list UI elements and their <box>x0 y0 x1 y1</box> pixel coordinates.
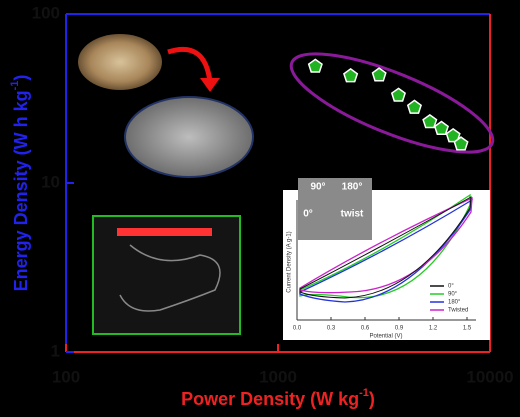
arrow <box>167 46 213 83</box>
cv-curve <box>299 193 471 299</box>
inset-x-tick-label: 0.0 <box>293 326 302 332</box>
inset-legend-label: Twisted <box>448 308 468 314</box>
inset-photo <box>298 178 372 240</box>
data-point <box>433 120 449 135</box>
inset-photo-label: 0° <box>303 209 313 220</box>
data-point <box>390 87 406 102</box>
data-point <box>406 99 422 114</box>
fiber-photo <box>78 34 162 90</box>
data-point <box>343 67 359 83</box>
y-tick-label: 10 <box>41 172 60 191</box>
sem-image <box>124 96 254 178</box>
x-tick-label: 100 <box>52 367 80 386</box>
cv-curve <box>299 198 473 303</box>
inset-x-label: Potential (V) <box>369 334 402 340</box>
y-axis-label: Energy Density (W h kg-1) <box>9 75 31 292</box>
inset-photo-label: 90° <box>310 182 325 193</box>
highlight-ellipse <box>289 52 495 154</box>
data-point <box>307 58 323 73</box>
x-axis-label: Power Density (W kg-1) <box>181 387 375 409</box>
inset-x-tick-label: 0.9 <box>395 326 404 332</box>
y-axis-label-part: -1 <box>9 81 21 91</box>
y-axis-label-part: ) <box>11 75 31 81</box>
inset-photo-label: 180° <box>342 182 363 193</box>
inset-legend-label: 0° <box>448 284 454 290</box>
x-axis-label-part: -1 <box>359 387 369 399</box>
x-axis-label-part: Power Density (W kg <box>181 389 359 409</box>
inset-x-tick-label: 1.5 <box>463 326 472 332</box>
data-point <box>422 113 438 129</box>
inset-x-tick-label: 0.3 <box>327 326 336 332</box>
y-axis-label-part: Energy Density (W h kg <box>11 90 31 291</box>
led-strip <box>117 228 212 236</box>
cv-curve <box>299 196 473 294</box>
inset-legend-label: 90° <box>448 292 458 298</box>
data-point <box>445 127 461 143</box>
x-axis-label-part: ) <box>369 389 375 409</box>
inset-photo-label: twist <box>341 209 364 220</box>
y-tick-label: 1 <box>51 341 60 360</box>
data-point <box>453 136 469 151</box>
inset-y-label: Current Density (A g-1) <box>287 231 293 292</box>
cv-curve <box>299 196 472 299</box>
x-tick-label: 10000 <box>466 367 513 386</box>
x-tick-label: 1000 <box>259 367 297 386</box>
inset-legend-label: 180° <box>448 300 461 306</box>
data-point <box>371 67 387 82</box>
inset-x-tick-label: 0.6 <box>361 326 370 332</box>
cv-inset: 90° 180° 0° twist 0.0 0.3 0.6 0.9 1.2 1.5 Potentia… <box>283 178 490 340</box>
inset-x-tick-label: 1.2 <box>429 326 438 332</box>
y-tick-label: 100 <box>32 3 60 22</box>
wires <box>119 244 221 312</box>
arrowhead <box>200 78 220 92</box>
